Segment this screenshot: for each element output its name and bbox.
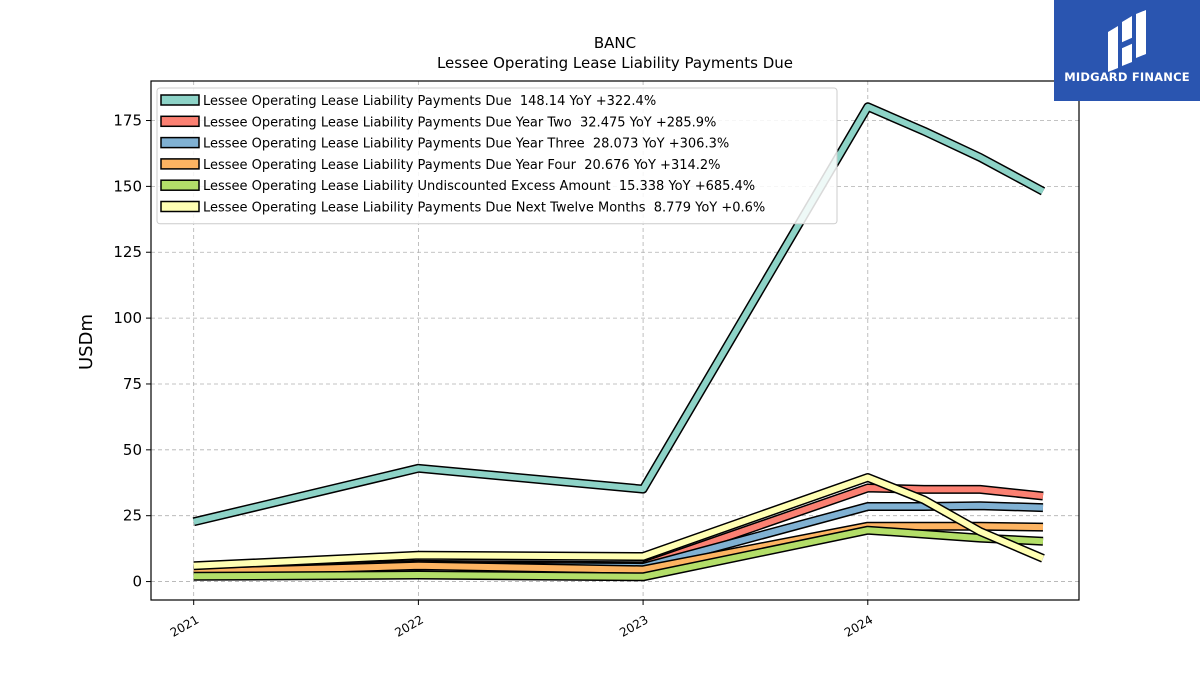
legend-label: Lessee Operating Lease Liability Undisco… bbox=[203, 179, 755, 194]
legend-swatch bbox=[160, 136, 200, 149]
legend-swatch bbox=[160, 179, 200, 191]
legend-label: Lessee Operating Lease Liability Payment… bbox=[203, 115, 716, 130]
series-line bbox=[193, 474, 1045, 569]
x-tick-label: 2022 bbox=[392, 612, 425, 639]
y-tick-label: 125 bbox=[113, 243, 142, 261]
series-line bbox=[193, 527, 1044, 580]
y-axis: 0 25 50 75 100 125 150 175 bbox=[113, 112, 151, 591]
y-tick-label: 175 bbox=[113, 112, 142, 130]
brand-logo: MIDGARD FINANCE bbox=[1054, 0, 1200, 101]
x-tick-label: 2024 bbox=[842, 612, 875, 639]
x-tick-label: 2021 bbox=[168, 612, 201, 639]
logo-text: MIDGARD FINANCE bbox=[1064, 70, 1190, 84]
legend-swatch bbox=[160, 158, 200, 170]
legend-box bbox=[156, 87, 838, 225]
x-axis: 2021 2022 2023 2024 bbox=[168, 600, 875, 640]
chart-title: BANC bbox=[594, 34, 636, 52]
legend-label: Lessee Operating Lease Liability Payment… bbox=[203, 137, 729, 152]
legend-label: Lessee Operating Lease Liability Payment… bbox=[203, 158, 721, 173]
y-tick-label: 100 bbox=[113, 309, 142, 327]
legend-label: Lessee Operating Lease Liability Payment… bbox=[203, 94, 656, 109]
y-tick-label: 150 bbox=[113, 177, 142, 195]
legend-swatch bbox=[160, 200, 200, 213]
y-tick-label: 50 bbox=[123, 441, 142, 459]
legend: Lessee Operating Lease Liability Payment… bbox=[156, 87, 838, 225]
x-tick-label: 2023 bbox=[617, 612, 650, 639]
chart-subtitle: Lessee Operating Lease Liability Payment… bbox=[437, 54, 793, 72]
plot-frame bbox=[150, 80, 1080, 601]
y-axis-label: USDm bbox=[76, 314, 97, 370]
legend-swatch bbox=[160, 115, 200, 128]
legend-label: Lessee Operating Lease Liability Payment… bbox=[203, 201, 765, 216]
y-tick-label: 25 bbox=[123, 507, 142, 525]
y-tick-label: 0 bbox=[132, 573, 142, 591]
y-tick-label: 75 bbox=[123, 375, 142, 393]
series-lines bbox=[192, 102, 1046, 582]
legend-swatch bbox=[160, 94, 200, 106]
logo-mark-icon bbox=[1108, 10, 1146, 72]
series-line bbox=[193, 103, 1045, 525]
